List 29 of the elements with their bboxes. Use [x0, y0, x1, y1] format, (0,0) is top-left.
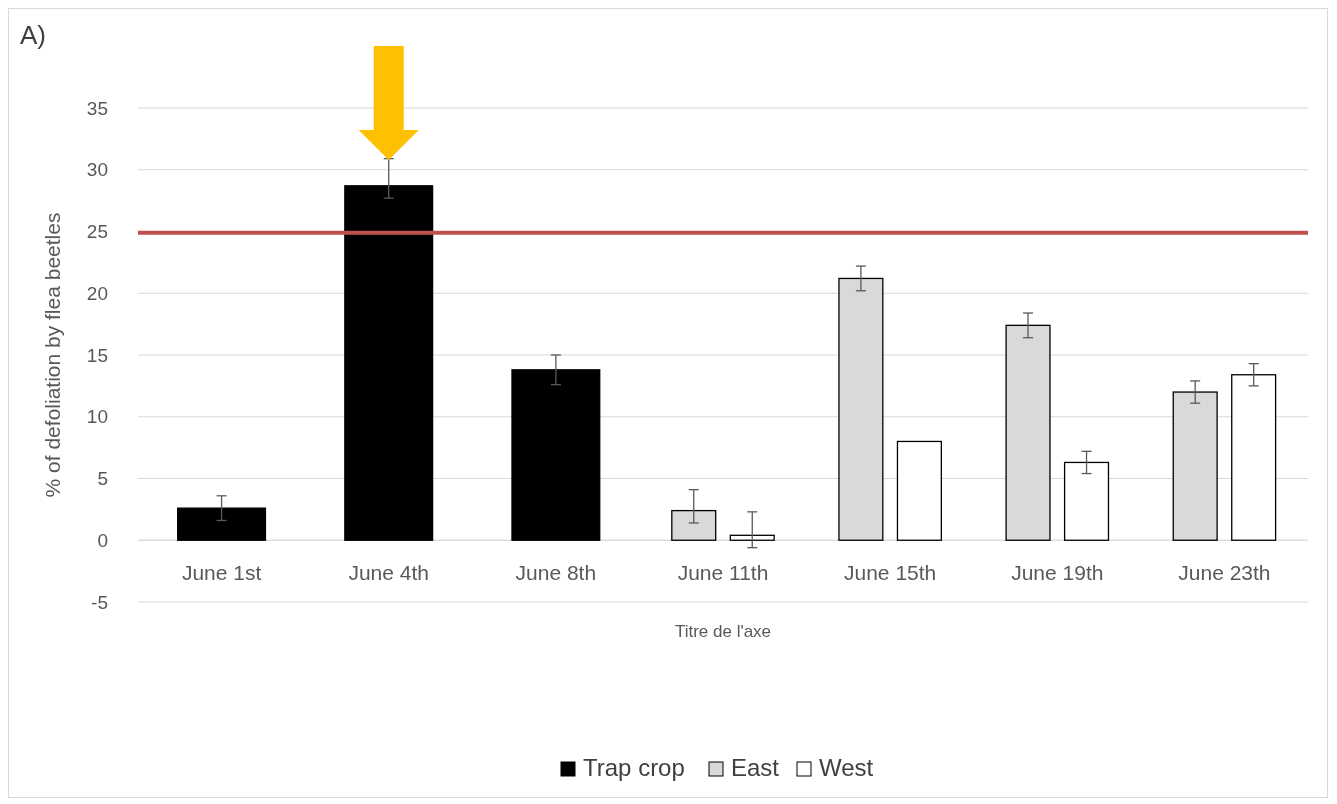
y-tick-label: 0	[97, 529, 108, 551]
y-tick-label: -5	[91, 591, 108, 613]
bar	[177, 507, 267, 541]
bar	[896, 440, 942, 541]
bar	[729, 534, 775, 541]
bar	[344, 185, 434, 541]
bar	[1063, 461, 1110, 541]
x-axis-title: Titre de l'axe	[674, 622, 772, 641]
legend-label: Trap crop	[583, 754, 685, 781]
legend-label: West	[819, 754, 874, 781]
x-tick-label: June 1st	[181, 561, 262, 585]
x-tick-label: June 19th	[1011, 561, 1104, 585]
y-tick-label: 30	[86, 159, 108, 181]
x-tick-label: June 23th	[1178, 561, 1271, 585]
bar	[1231, 374, 1277, 541]
x-tick-label: June 4th	[348, 561, 429, 585]
x-tick-label: June 15th	[844, 561, 937, 585]
y-tick-label: 35	[86, 97, 108, 119]
y-tick-label: 20	[86, 282, 108, 304]
x-tick-label: June 11th	[677, 561, 769, 585]
legend-label: East	[731, 754, 780, 781]
y-tick-label: 15	[86, 344, 108, 366]
y-tick-label: 5	[97, 468, 108, 490]
bar	[511, 369, 601, 541]
text: A)	[20, 20, 46, 50]
y-tick-label: 25	[86, 221, 108, 243]
y-tick-label: 10	[86, 406, 108, 428]
y-axis-title: % of defoliation by flea beetles	[41, 212, 64, 498]
x-tick-label: June 8th	[515, 561, 597, 585]
